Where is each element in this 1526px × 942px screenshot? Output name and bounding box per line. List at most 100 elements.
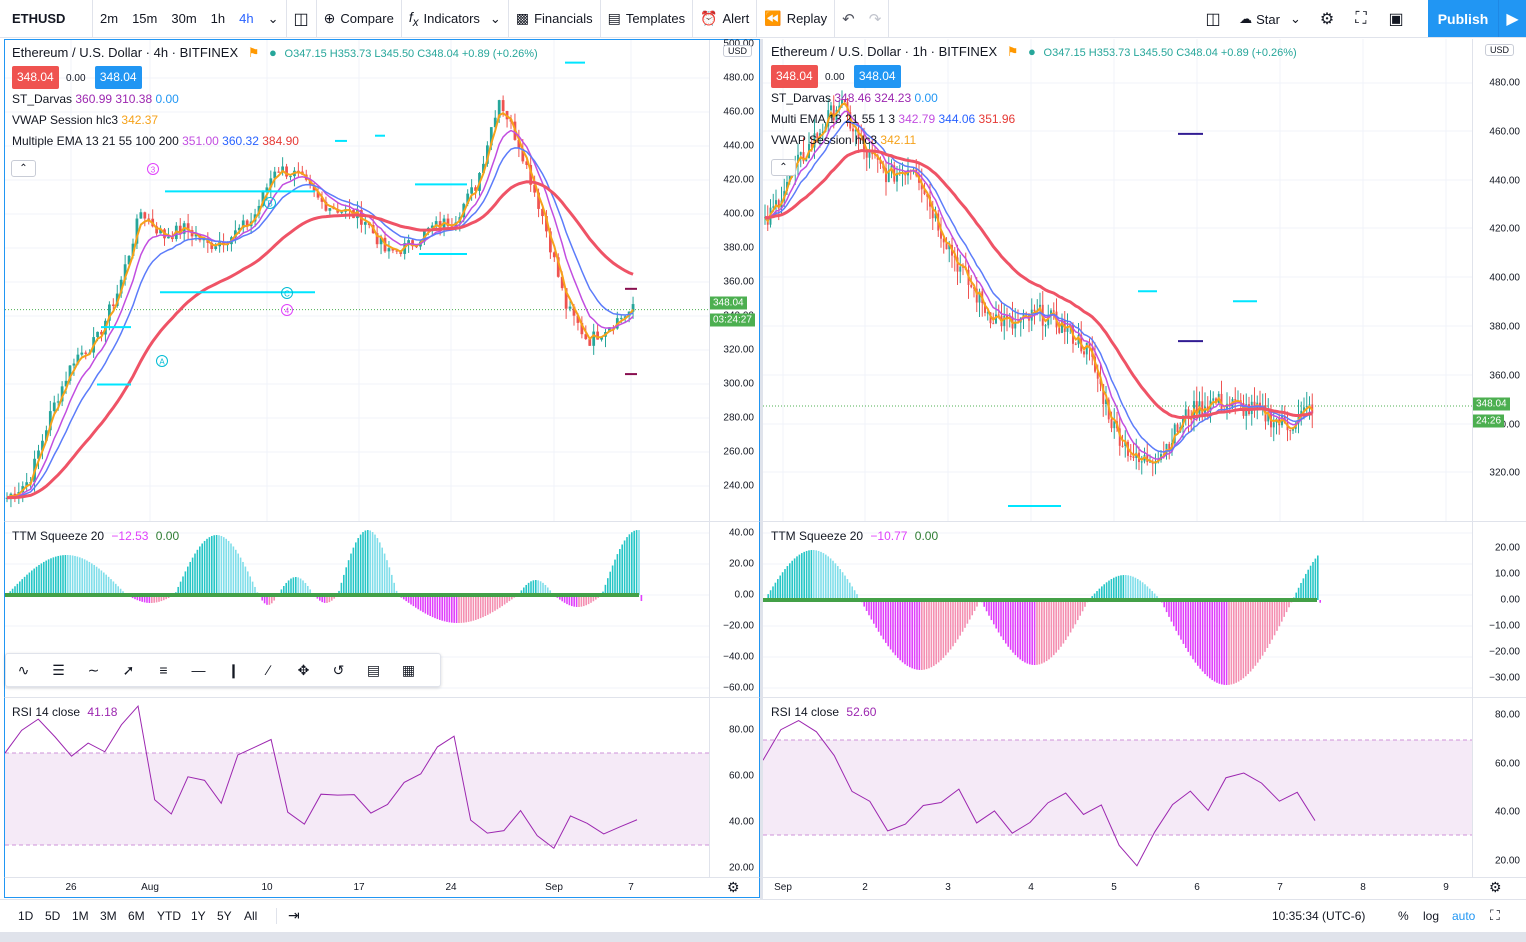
layout-name-button[interactable]: ☁ Star ⌄ <box>1230 0 1310 38</box>
camera-icon[interactable]: ▣ <box>1388 11 1404 28</box>
currency-button[interactable]: USD <box>1485 44 1515 56</box>
alert-button[interactable]: ⏰ Alert <box>693 0 756 38</box>
indicator-legend-ema[interactable]: Multiple EMA 13 21 55 100 200 351.00 360… <box>12 131 538 152</box>
left-squeeze-plot[interactable] <box>5 522 709 698</box>
trend-line-icon[interactable]: ➚ <box>122 661 135 678</box>
axis-settings-gear-icon[interactable]: ⚙ <box>727 879 740 895</box>
log-scale-toggle[interactable]: log <box>1423 909 1440 923</box>
axis-settings-gear-icon[interactable]: ⚙ <box>1489 879 1502 895</box>
range-1d[interactable]: 1D <box>18 909 34 923</box>
timeframe-1h[interactable]: 1h <box>210 11 226 26</box>
time-tick-label: 26 <box>65 882 77 893</box>
squeeze-bar <box>115 583 117 595</box>
right-squeeze-plot[interactable] <box>763 522 1472 698</box>
indicator-legend-darvas[interactable]: ST_Darvas 348.46 324.23 0.00 <box>771 88 1297 109</box>
range-3m[interactable]: 3M <box>100 909 117 923</box>
publish-button[interactable]: Publish <box>1428 0 1498 37</box>
fib-spiral-icon[interactable]: ↺ <box>332 661 345 678</box>
fib-timezone-icon[interactable]: ❙ <box>227 661 240 678</box>
bid-badge[interactable]: 348.04 <box>12 66 59 89</box>
left-main-chart[interactable]: 3 B C 4 A 500.00 480.00 460.00 440.00 420.00 400.… <box>4 39 760 522</box>
bid-badge[interactable]: 348.04 <box>771 65 818 88</box>
line-icon[interactable]: ∕ <box>267 662 270 678</box>
timeframe-30m[interactable]: 30m <box>171 11 197 26</box>
candle <box>576 315 580 323</box>
right-time-axis[interactable]: Sep 2 3 4 5 6 7 8 9 <box>763 877 1526 898</box>
right-squeeze-scale[interactable]: 20.00 10.00 0.00 −10.00 −20.00 −30.00 <box>1472 522 1526 698</box>
collapse-legend-button[interactable]: ⌃ <box>11 160 36 177</box>
timeframe-dropdown-icon[interactable]: ⌄ <box>267 10 279 26</box>
range-1m[interactable]: 1M <box>72 909 89 923</box>
right-rsi-pane[interactable]: 80.00 60.00 40.00 20.00 RSI 14 close 52.60 <box>763 697 1526 878</box>
play-icon[interactable]: ▶ <box>1498 0 1526 37</box>
templates-button[interactable]: ▤ Templates <box>601 0 692 38</box>
percent-scale-toggle[interactable]: % <box>1398 909 1409 923</box>
left-price-scale[interactable]: 500.00 480.00 460.00 440.00 420.00 400.00 380.… <box>709 39 760 522</box>
range-6m[interactable]: 6M <box>128 909 145 923</box>
range-5y[interactable]: 5Y <box>217 909 232 923</box>
range-1y[interactable]: 1Y <box>191 909 206 923</box>
timeframe-2m[interactable]: 2m <box>100 11 119 26</box>
clock-timezone[interactable]: 10:35:34 (UTC-6) <box>1272 909 1366 923</box>
candle <box>60 386 64 402</box>
indicator-legend-vwap[interactable]: VWAP Session hlc3 342.11 <box>771 130 1297 151</box>
fib-channel-icon[interactable]: ≡ <box>159 662 168 678</box>
wave-label-circle <box>264 197 276 209</box>
rsi-legend[interactable]: RSI 14 close 41.18 <box>12 702 117 723</box>
settings-gear-icon[interactable]: ⚙ <box>1319 11 1335 28</box>
squeeze-bar <box>251 581 254 595</box>
range-all[interactable]: All <box>244 909 258 923</box>
indicator-legend-darvas[interactable]: ST_Darvas 360.99 310.38 0.00 <box>12 89 538 110</box>
left-time-axis[interactable]: 26 Aug 10 17 24 Sep 7 <box>4 877 760 898</box>
abc-pattern-icon[interactable]: ∿ <box>17 661 30 678</box>
symbol-search[interactable]: ETHUSD <box>12 11 66 26</box>
elliott-wave-icon[interactable]: ∼ <box>87 661 100 678</box>
right-price-scale[interactable]: 480.00 460.00 440.00 420.00 400.00 380.00 360.… <box>1472 39 1526 521</box>
long-position-icon[interactable]: ▦ <box>401 661 416 678</box>
undo-icon[interactable]: ↶ <box>842 10 855 28</box>
goto-date-icon[interactable]: ⇥ <box>288 907 300 923</box>
left-rsi-scale[interactable]: 80.00 60.00 40.00 20.00 <box>709 698 760 878</box>
right-main-chart[interactable]: 480.00 460.00 440.00 420.00 400.00 380.00 360.… <box>763 39 1526 521</box>
range-ytd[interactable]: YTD <box>157 909 181 923</box>
ask-badge[interactable]: 348.04 <box>853 65 901 88</box>
indicator-legend-vwap[interactable]: VWAP Session hlc3 342.37 <box>12 110 538 131</box>
gann-box-icon[interactable]: ▤ <box>366 661 381 678</box>
flag-icon[interactable]: ⚑ <box>247 45 260 60</box>
currency-button[interactable]: USD <box>723 45 753 57</box>
collapse-legend-button[interactable]: ⌃ <box>771 159 796 176</box>
candle <box>407 240 411 244</box>
compare-button[interactable]: ⊕ Compare <box>317 0 401 38</box>
timeframe-15m[interactable]: 15m <box>132 11 158 26</box>
left-squeeze-scale[interactable]: 40.00 20.00 0.00 −20.00 −40.00 −60.00 <box>709 522 760 698</box>
left-price-plot[interactable]: 3 B C 4 A <box>5 40 709 522</box>
flag-icon[interactable]: ⚑ <box>1006 44 1019 59</box>
right-rsi-scale[interactable]: 80.00 60.00 40.00 20.00 <box>1472 698 1526 878</box>
financials-button[interactable]: ▩ Financials <box>509 0 600 38</box>
fullscreen-corners-icon[interactable]: ⛶ <box>1490 907 1500 923</box>
horizontal-lines-icon[interactable]: ☰ <box>52 661 65 678</box>
left-rsi-plot[interactable] <box>5 698 709 878</box>
indicator-legend-ema[interactable]: Multi EMA 13 21 55 1 3 342.79 344.06 351… <box>771 109 1297 130</box>
indicators-button[interactable]: fx Indicators ⌄ <box>402 0 508 38</box>
ask-badge[interactable]: 348.04 <box>94 66 142 89</box>
auto-scale-toggle[interactable]: auto <box>1452 909 1476 923</box>
right-squeeze-pane[interactable]: 20.00 10.00 0.00 −10.00 −20.00 −30.00 TTM Squ… <box>763 521 1526 698</box>
right-rsi-plot[interactable] <box>763 698 1472 878</box>
horizontal-ray-icon[interactable]: — <box>191 662 206 678</box>
squeeze-legend[interactable]: TTM Squeeze 20 −12.53 0.00 <box>12 526 179 547</box>
squeeze-legend[interactable]: TTM Squeeze 20 −10.77 0.00 <box>771 526 938 547</box>
squeeze-bar <box>359 534 362 595</box>
fullscreen-icon[interactable]: ⛶ <box>1355 10 1367 27</box>
replay-button[interactable]: ⏪ Replay <box>757 0 834 38</box>
timeframe-4h[interactable]: 4h <box>239 11 254 26</box>
range-5d[interactable]: 5D <box>45 909 61 923</box>
candle <box>1003 315 1006 327</box>
left-rsi-pane[interactable]: 80.00 60.00 40.00 20.00 RSI 14 close 41.18 <box>4 697 760 878</box>
chart-splitter[interactable] <box>760 39 763 899</box>
rsi-legend[interactable]: RSI 14 close 52.60 <box>771 702 876 723</box>
candle-style-icon[interactable]: ◫ <box>293 10 309 28</box>
redo-icon[interactable]: ↷ <box>868 10 882 28</box>
layout-split-icon[interactable]: ◫ <box>1205 11 1221 28</box>
xabcd-pattern-icon[interactable]: ✥ <box>297 661 310 678</box>
